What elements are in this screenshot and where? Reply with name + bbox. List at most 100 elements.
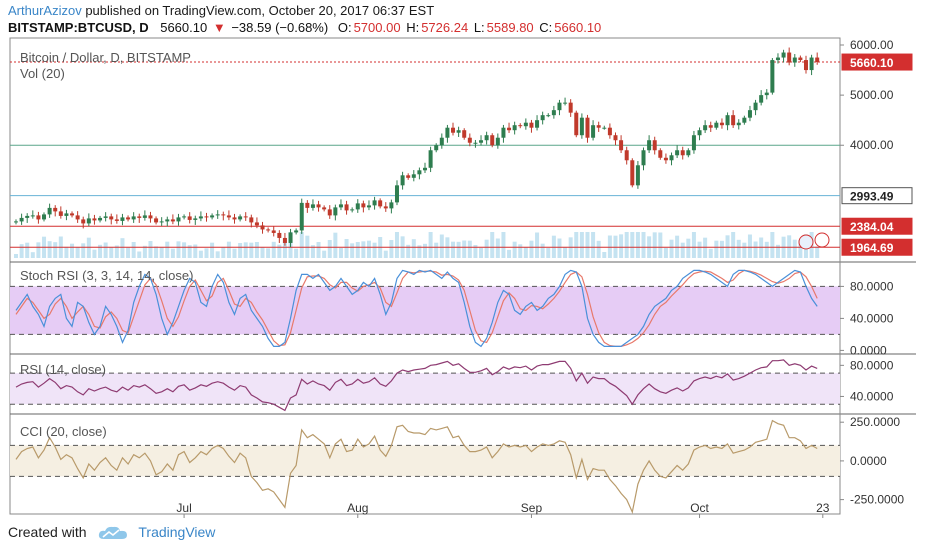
candle-body [187,216,192,220]
volume-bar [75,247,80,258]
indicator-tick-label: 80.0000 [850,358,894,372]
time-tick-label: Sep [521,501,543,515]
volume-bar [165,241,170,258]
volume-bar [142,245,147,258]
high-label: H: [406,20,420,35]
candle-body [19,217,24,222]
candle-body [725,115,730,126]
volume-bar [512,241,517,258]
volume-bar [680,242,685,258]
volume-bar [176,241,181,258]
candle-body [719,122,724,126]
volume-bar [479,247,484,258]
volume-bar [557,238,562,258]
candle-body [372,200,377,206]
volume-bar [299,232,304,258]
volume-bar [585,232,590,258]
candle-body [551,110,556,116]
candle-body [322,207,327,210]
candle-body [585,117,590,138]
volume-bar [518,244,523,258]
candle-body [434,145,439,151]
indicator-band [10,286,840,335]
volume-bar [333,232,338,258]
candle-body [417,170,422,175]
price-tag-label: 2384.04 [850,220,894,234]
volume-bar [226,241,231,258]
rsi-line [15,359,818,412]
price-tick-label: 5000.00 [850,88,894,102]
candle-body [781,52,786,58]
indicator-tick-label: 0.0000 [850,454,887,468]
candle-body [193,218,198,220]
volume-bar [417,245,422,258]
volume-bar [764,241,769,258]
candle-body [451,127,456,133]
candle-body [518,125,523,127]
candle-body [445,127,450,138]
dividend-icon [798,234,814,250]
candle-body [462,130,467,138]
created-with-label: Created with [8,524,87,540]
publish-line: ArthurAzizov published on TradingView.co… [8,3,434,18]
footer: Created with TradingView [8,524,215,540]
volume-bar [131,242,136,258]
cci-label: CCI (20, close) [20,424,107,439]
candle-body [165,219,170,222]
candle-body [98,217,103,221]
volume-bar [747,234,752,258]
volume-bar [579,232,584,258]
volume-bar [484,239,489,258]
candle-body [389,202,394,209]
candle-body [456,130,461,133]
volume-bar [439,234,444,258]
candle-body [14,221,18,223]
indicator-band [10,445,840,477]
volume-bar [731,232,736,258]
tradingview-brand-link[interactable]: TradingView [138,524,216,540]
volume-bar [322,250,327,258]
volume-bar [260,247,265,258]
volume-bar [126,247,131,258]
candle-body [423,167,427,171]
volume-bar [619,234,624,258]
candle-body [540,115,545,121]
candle-body [176,217,181,222]
candle-body [703,125,708,131]
candle-body [310,204,315,208]
volume-bar [669,239,674,258]
open-label: O: [337,20,352,35]
author-link[interactable]: ArthurAzizov [8,3,82,18]
candle-body [86,218,91,224]
candle-body [120,217,125,221]
volume-bar [266,248,271,258]
volume-bar [182,242,187,258]
volume-bar [546,248,551,258]
candle-body [574,112,579,136]
candle-body [490,135,495,146]
candle-body [114,219,119,221]
volume-bar [366,240,371,258]
volume-bar [327,240,332,258]
candle-body [81,219,86,224]
candle-body [624,150,629,161]
candle-body [294,230,299,233]
candle-body [675,150,680,156]
volume-bar [53,242,58,258]
candle-body [383,206,388,209]
candle-body [64,213,69,216]
volume-bar [815,246,820,258]
volume-bar [529,240,534,258]
volume-bar [691,232,696,258]
candle-body [42,214,47,220]
volume-bar [114,245,119,258]
volume-bar [92,249,97,258]
volume-bar [98,244,103,258]
volume-label: Vol (20) [20,66,65,81]
candle-body [479,140,484,143]
candle-body [507,127,512,131]
volume-bar [451,241,456,258]
volume-bar [187,245,192,258]
volume-bar [383,250,388,258]
